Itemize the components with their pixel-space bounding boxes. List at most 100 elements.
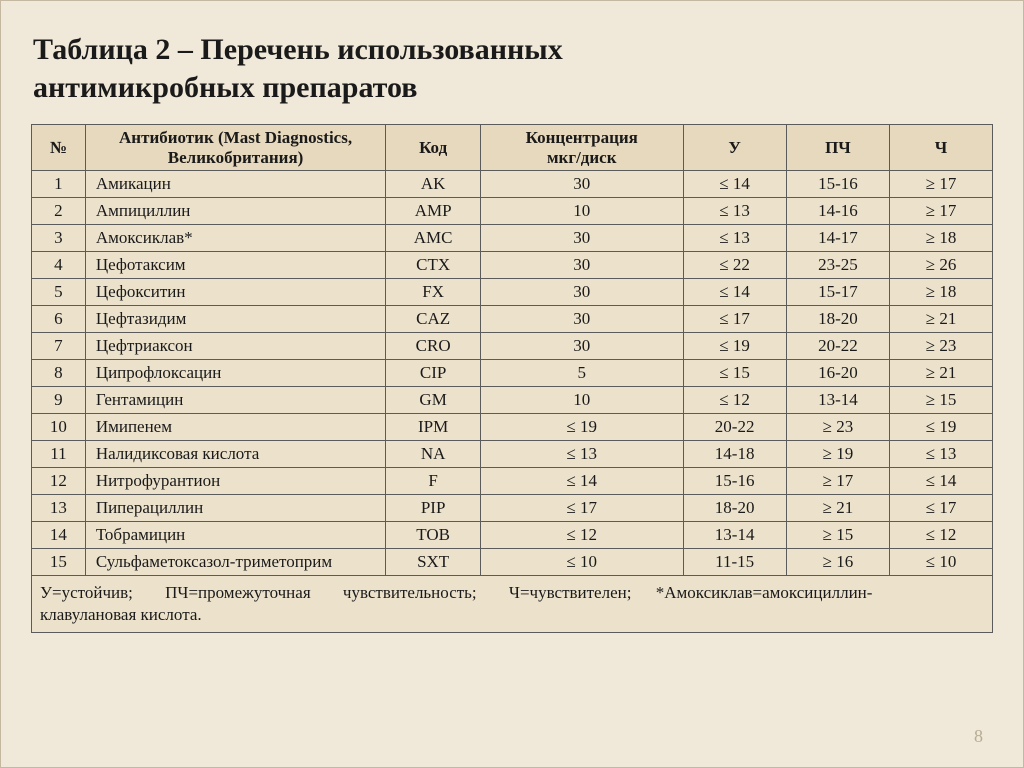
cell-concentration: ≤ 12	[480, 522, 683, 549]
cell-pch: ≥ 15	[786, 522, 889, 549]
cell-pch: ≥ 17	[786, 468, 889, 495]
col-concentration: Концентрация мкг/диск	[480, 125, 683, 171]
cell-code: CRO	[386, 333, 481, 360]
table-row: 9ГентамицинGM10≤ 1213-14≥ 15	[32, 387, 993, 414]
cell-num: 4	[32, 252, 86, 279]
cell-ch: ≥ 21	[890, 306, 993, 333]
table-row: 10ИмипенемIPM≤ 1920-22≥ 23≤ 19	[32, 414, 993, 441]
cell-u: ≤ 14	[683, 279, 786, 306]
cell-concentration: 10	[480, 198, 683, 225]
table-row: 1АмикацинAK30≤ 1415-16≥ 17	[32, 171, 993, 198]
cell-u: 18-20	[683, 495, 786, 522]
title-line-1: Таблица 2 – Перечень использованных	[33, 33, 563, 66]
cell-name: Цефотаксим	[85, 252, 385, 279]
cell-concentration: ≤ 14	[480, 468, 683, 495]
cell-name: Амикацин	[85, 171, 385, 198]
cell-code: IPM	[386, 414, 481, 441]
cell-num: 14	[32, 522, 86, 549]
slide-title: Таблица 2 – Перечень использованных анти…	[33, 31, 993, 106]
cell-u: ≤ 19	[683, 333, 786, 360]
header-row: № Антибиотик (Mast Diagnostics, Великобр…	[32, 125, 993, 171]
table-row: 13ПиперациллинPIP≤ 1718-20≥ 21≤ 17	[32, 495, 993, 522]
cell-code: F	[386, 468, 481, 495]
cell-u: 20-22	[683, 414, 786, 441]
antimicrobial-table: № Антибиотик (Mast Diagnostics, Великобр…	[31, 124, 993, 633]
table-row: 12НитрофурантионF≤ 1415-16≥ 17≤ 14	[32, 468, 993, 495]
cell-num: 12	[32, 468, 86, 495]
cell-pch: 23-25	[786, 252, 889, 279]
col-pch: ПЧ	[786, 125, 889, 171]
cell-pch: 16-20	[786, 360, 889, 387]
cell-name: Нитрофурантион	[85, 468, 385, 495]
cell-u: ≤ 15	[683, 360, 786, 387]
cell-concentration: 5	[480, 360, 683, 387]
cell-num: 6	[32, 306, 86, 333]
cell-concentration: ≤ 17	[480, 495, 683, 522]
cell-u: ≤ 14	[683, 171, 786, 198]
col-u: У	[683, 125, 786, 171]
cell-ch: ≥ 26	[890, 252, 993, 279]
slide: Таблица 2 – Перечень использованных анти…	[0, 0, 1024, 768]
cell-pch: 15-17	[786, 279, 889, 306]
cell-code: PIP	[386, 495, 481, 522]
cell-concentration: 30	[480, 333, 683, 360]
cell-concentration: 30	[480, 279, 683, 306]
cell-code: AMC	[386, 225, 481, 252]
table-row: 11Налидиксовая кислотаNA≤ 1314-18≥ 19≤ 1…	[32, 441, 993, 468]
table-row: 7ЦефтриаксонCRO30≤ 1920-22≥ 23	[32, 333, 993, 360]
cell-code: AK	[386, 171, 481, 198]
cell-name: Гентамицин	[85, 387, 385, 414]
cell-name: Цефтриаксон	[85, 333, 385, 360]
cell-ch: ≤ 19	[890, 414, 993, 441]
cell-pch: ≥ 21	[786, 495, 889, 522]
cell-concentration: 30	[480, 252, 683, 279]
table-row: 15Сульфаметоксазол-триметопримSXT≤ 1011-…	[32, 549, 993, 576]
table-row: 2АмпициллинAMP10≤ 1314-16≥ 17	[32, 198, 993, 225]
table-row: 8ЦипрофлоксацинCIP5≤ 1516-20≥ 21	[32, 360, 993, 387]
cell-u: 13-14	[683, 522, 786, 549]
cell-name: Тобрамицин	[85, 522, 385, 549]
cell-pch: 13-14	[786, 387, 889, 414]
cell-name: Цефокситин	[85, 279, 385, 306]
title-line-2: антимикробных препаратов	[33, 71, 417, 104]
cell-name: Цефтазидим	[85, 306, 385, 333]
col-num: №	[32, 125, 86, 171]
cell-pch: 20-22	[786, 333, 889, 360]
cell-code: TOB	[386, 522, 481, 549]
cell-ch: ≥ 18	[890, 225, 993, 252]
cell-u: 11-15	[683, 549, 786, 576]
cell-num: 9	[32, 387, 86, 414]
cell-code: NA	[386, 441, 481, 468]
cell-ch: ≤ 13	[890, 441, 993, 468]
cell-num: 8	[32, 360, 86, 387]
cell-name: Ампициллин	[85, 198, 385, 225]
cell-num: 11	[32, 441, 86, 468]
table-head: № Антибиотик (Mast Diagnostics, Великобр…	[32, 125, 993, 171]
cell-concentration: ≤ 10	[480, 549, 683, 576]
cell-code: SXT	[386, 549, 481, 576]
cell-ch: ≥ 17	[890, 198, 993, 225]
cell-name: Имипенем	[85, 414, 385, 441]
cell-u: 15-16	[683, 468, 786, 495]
table-row: 6ЦефтазидимCAZ30≤ 1718-20≥ 21	[32, 306, 993, 333]
cell-u: ≤ 17	[683, 306, 786, 333]
cell-concentration: 30	[480, 306, 683, 333]
cell-u: ≤ 22	[683, 252, 786, 279]
cell-name: Пиперациллин	[85, 495, 385, 522]
cell-ch: ≤ 17	[890, 495, 993, 522]
cell-concentration: ≤ 19	[480, 414, 683, 441]
cell-name: Налидиксовая кислота	[85, 441, 385, 468]
cell-pch: 18-20	[786, 306, 889, 333]
table-row: 3Амоксиклав*AMC30≤ 1314-17≥ 18	[32, 225, 993, 252]
col-ch: Ч	[890, 125, 993, 171]
cell-code: CTX	[386, 252, 481, 279]
cell-code: FX	[386, 279, 481, 306]
col-antibiotic: Антибиотик (Mast Diagnostics, Великобрит…	[85, 125, 385, 171]
table-row: 4ЦефотаксимCTX30≤ 2223-25≥ 26	[32, 252, 993, 279]
cell-ch: ≥ 21	[890, 360, 993, 387]
cell-ch: ≤ 10	[890, 549, 993, 576]
cell-pch: 15-16	[786, 171, 889, 198]
cell-code: CAZ	[386, 306, 481, 333]
table-body: 1АмикацинAK30≤ 1415-16≥ 172АмпициллинAMP…	[32, 171, 993, 576]
cell-ch: ≥ 23	[890, 333, 993, 360]
